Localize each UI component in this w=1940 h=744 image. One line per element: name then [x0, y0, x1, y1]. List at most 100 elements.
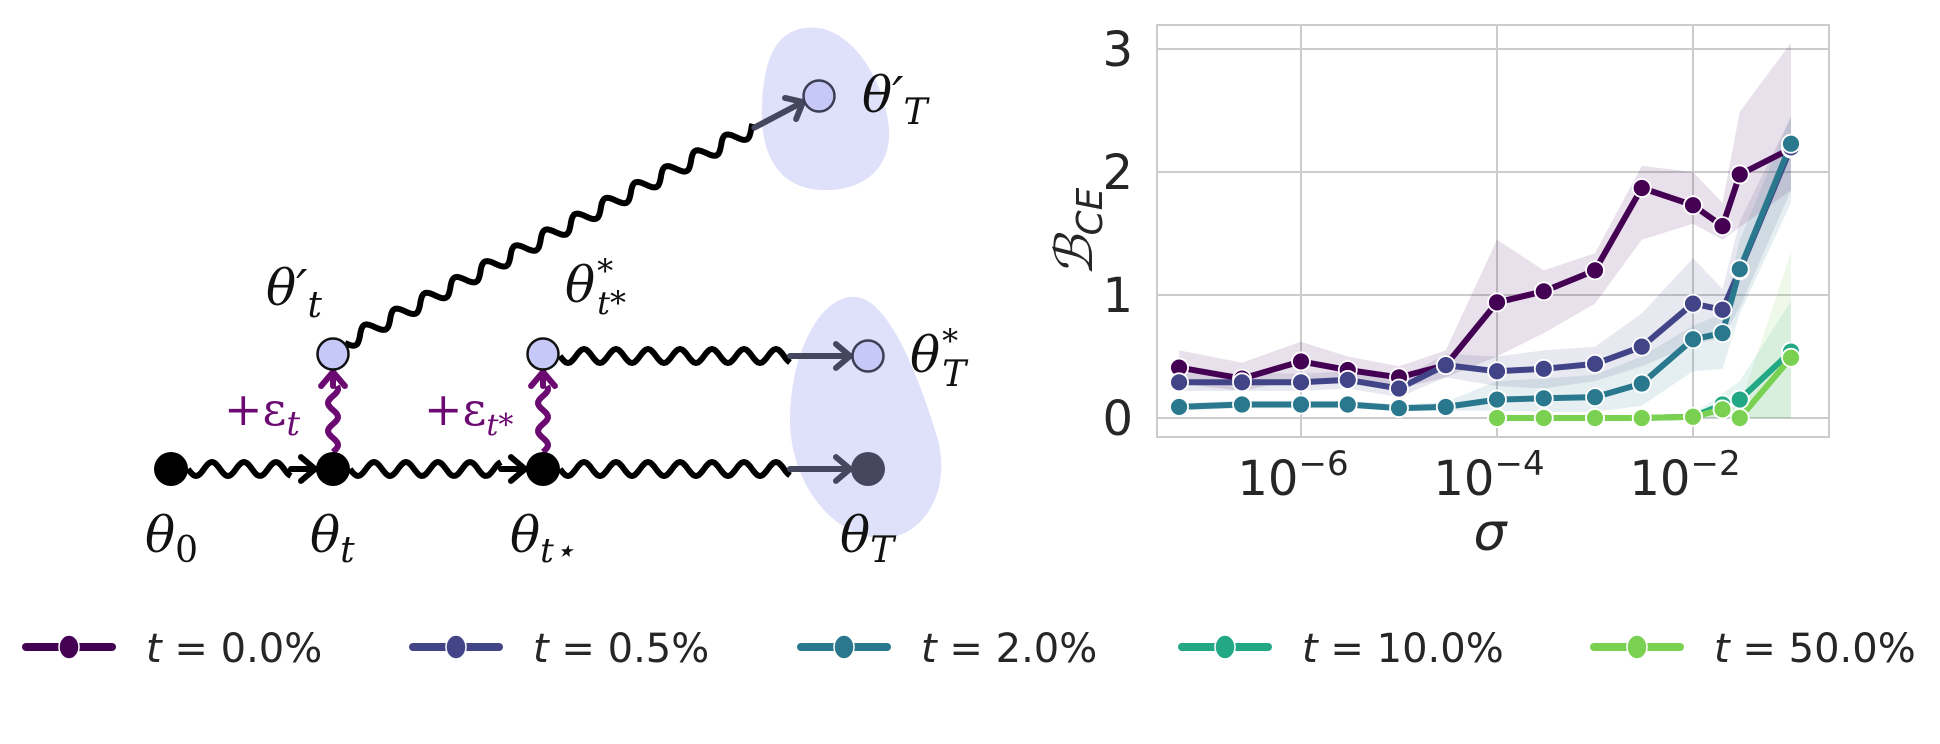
label-theta-0: θ0: [145, 506, 198, 571]
x-tick-label: 10−2: [1629, 444, 1740, 507]
point-series-2: [1487, 389, 1507, 410]
point-series-4: [1487, 408, 1507, 428]
point-series-2: [1435, 397, 1456, 417]
point-series-1: [1683, 293, 1703, 314]
point-series-0: [1487, 292, 1507, 313]
series-markers: [1169, 133, 1801, 428]
legend-label: t = 10.0%: [1302, 626, 1504, 672]
point-series-4: [1585, 408, 1605, 428]
legend-label: t = 0.5%: [533, 626, 709, 672]
legend-label: t = 2.0%: [921, 626, 1097, 672]
perturbation-arrow-tstar-arrowhead-icon: [528, 369, 558, 389]
x-tick-labels: 10−6 10−4 10−2: [1237, 444, 1740, 507]
band-series-4: [1497, 251, 1791, 418]
label-perturbation-eps-tstar: +εt*: [424, 382, 513, 443]
chart: 0 1 2 3 10−6 10−4 10−2 ℬCE σ: [1045, 22, 1830, 563]
training-trajectory-diagram: θ0 θt θt⋆ θT θ′t θ* t* θ* T θ′T +εt +εt*: [145, 27, 969, 571]
node-theta-0: [154, 452, 188, 486]
legend: t = 0.0% t = 0.5% t = 2.0% t = 10.0% t = 50.…: [22, 626, 1916, 672]
path-theta0-to-thetat-arrowhead-icon: [298, 454, 318, 484]
label-theta-tstar: θt⋆: [510, 506, 575, 571]
label-theta-t-prime: θ′t: [266, 259, 322, 326]
y-tick-labels: 0 1 2 3: [1102, 22, 1133, 447]
legend-marker-swatch: [833, 634, 855, 660]
legend-item: t = 2.0%: [797, 626, 1097, 672]
point-series-2: [1781, 133, 1801, 154]
x-tick-label: 10−6: [1237, 444, 1348, 507]
node-theta-tstar-star: [526, 337, 560, 371]
point-series-1: [1337, 369, 1358, 390]
point-series-1: [1712, 299, 1733, 320]
node-theta-t: [316, 452, 350, 486]
path-thetat-prime-to-thetaTprime-tail: [751, 99, 806, 131]
label-theta-t: θt: [310, 506, 355, 571]
point-series-1: [1435, 355, 1456, 376]
point-series-4: [1683, 406, 1703, 427]
perturbation-arrow-t-arrowhead-icon: [318, 369, 348, 389]
legend-marker-swatch: [58, 634, 80, 660]
y-tick-label: 2: [1102, 145, 1133, 201]
point-series-0: [1683, 195, 1703, 216]
perturbation-arrow-tstar: [535, 384, 551, 455]
node-theta-T-prime: [802, 79, 836, 113]
point-series-0: [1291, 351, 1311, 372]
path-thetatstar-star-to-thetaTstar: [557, 346, 792, 366]
point-series-4: [1712, 399, 1733, 420]
point-series-2: [1585, 387, 1605, 407]
point-series-1: [1291, 372, 1311, 393]
y-tick-label: 3: [1102, 22, 1133, 78]
legend-marker-swatch: [445, 634, 467, 660]
label-theta-T-star: θ* T: [910, 322, 969, 395]
point-series-2: [1337, 394, 1358, 415]
legend-item: t = 50.0%: [1590, 626, 1916, 672]
path-theta0-to-thetat: [185, 459, 293, 479]
point-series-2: [1169, 397, 1189, 417]
point-series-0: [1712, 216, 1733, 237]
label-perturbation-eps-t: +εt: [224, 382, 300, 444]
point-series-1: [1232, 372, 1252, 393]
label-theta-T: θT: [840, 506, 897, 571]
point-series-4: [1631, 408, 1652, 428]
point-series-1: [1533, 358, 1554, 379]
path-thetatstar-to-thetaT-arrowhead-icon: [833, 454, 853, 484]
point-series-1: [1631, 336, 1652, 357]
legend-label: t = 50.0%: [1714, 626, 1916, 672]
node-theta-tstar: [526, 452, 560, 486]
legend-marker-swatch: [1214, 634, 1236, 660]
node-theta-T-star: [851, 339, 885, 373]
point-series-2: [1291, 394, 1311, 415]
path-thetatstar-to-thetaT: [557, 459, 792, 479]
point-series-0: [1729, 164, 1750, 185]
node-theta-t-prime: [316, 337, 350, 371]
x-axis-label: σ: [1474, 503, 1509, 563]
point-series-0: [1533, 281, 1554, 302]
label-theta-tstar-star: θ* t*: [565, 252, 626, 322]
path-thetatstar-star-to-thetaTstar-arrowhead-icon: [833, 341, 853, 371]
point-series-2: [1533, 388, 1554, 409]
y-axis-label: ℬCE: [1045, 187, 1111, 276]
path-thetat-prime-to-thetaTprime: [343, 123, 756, 349]
point-series-2: [1631, 373, 1652, 394]
point-series-1: [1389, 378, 1409, 399]
path-thetat-to-thetatstar: [347, 459, 503, 479]
point-series-2: [1729, 259, 1750, 280]
path-thetat-to-thetatstar-arrowhead-icon: [508, 454, 528, 484]
legend-marker-swatch: [1626, 634, 1648, 660]
point-series-0: [1631, 178, 1652, 198]
point-series-3: [1729, 389, 1750, 410]
point-series-2: [1712, 323, 1733, 344]
y-tick-label: 1: [1102, 268, 1133, 324]
band-series-1: [1179, 116, 1791, 398]
point-series-4: [1781, 347, 1801, 368]
legend-label: t = 0.0%: [146, 626, 322, 672]
point-series-1: [1169, 372, 1189, 393]
point-series-4: [1729, 408, 1750, 428]
legend-item: t = 0.5%: [409, 626, 709, 672]
point-series-2: [1683, 329, 1703, 350]
perturbation-arrow-t: [325, 384, 341, 455]
band-series-3: [1497, 301, 1791, 418]
point-series-1: [1585, 353, 1605, 374]
node-theta-T: [851, 452, 885, 486]
legend-item: t = 10.0%: [1178, 626, 1504, 672]
trajectory-paths: [185, 94, 853, 484]
